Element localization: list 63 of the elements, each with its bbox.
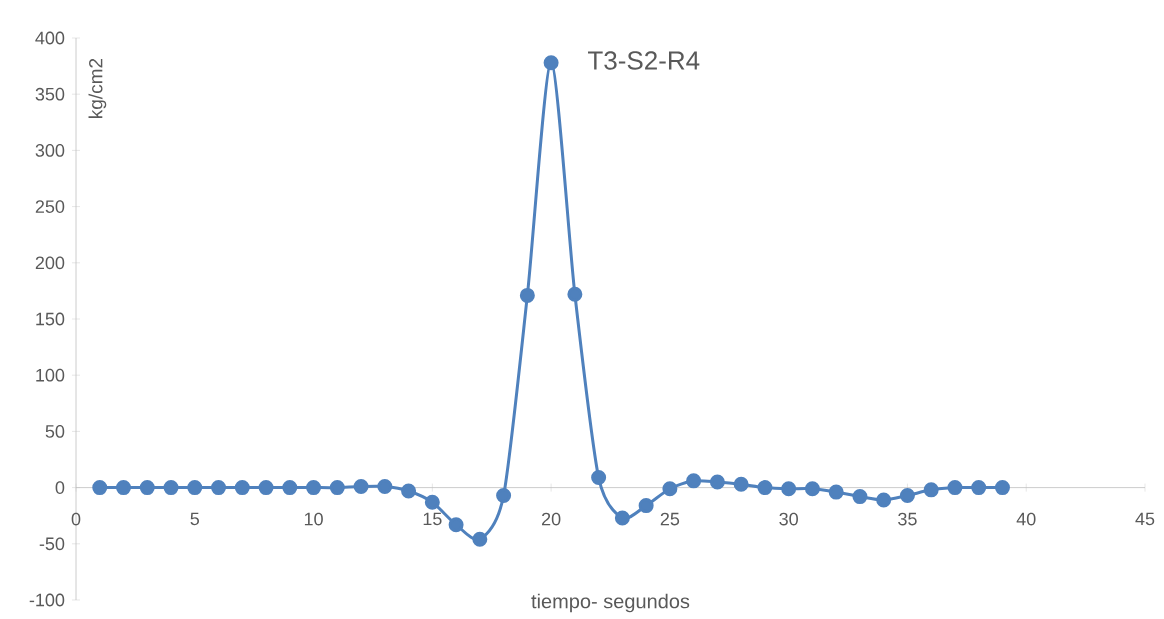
x-tick-label: 30 bbox=[779, 512, 798, 526]
x-tick-label: 5 bbox=[190, 512, 200, 526]
point bbox=[116, 480, 132, 496]
point bbox=[709, 474, 725, 490]
y-tick-label: 150 bbox=[36, 312, 65, 326]
point bbox=[994, 480, 1010, 496]
point bbox=[591, 469, 607, 485]
point bbox=[947, 480, 963, 496]
point bbox=[92, 480, 108, 496]
y-tick-label: -50 bbox=[39, 537, 65, 551]
point bbox=[424, 494, 440, 510]
point bbox=[899, 487, 915, 503]
point bbox=[614, 510, 630, 526]
y-tick-label: 300 bbox=[35, 144, 65, 157]
point bbox=[781, 481, 797, 497]
point bbox=[163, 480, 179, 496]
point bbox=[733, 476, 749, 492]
point bbox=[306, 480, 322, 496]
y-tick-label: 250 bbox=[35, 200, 65, 213]
x-axis-title: tiempo- segundos bbox=[531, 593, 690, 613]
point bbox=[377, 478, 393, 494]
point bbox=[757, 480, 773, 496]
point bbox=[804, 481, 820, 497]
x-tick-label: 25 bbox=[660, 512, 680, 526]
x-tick-label: 35 bbox=[898, 512, 917, 526]
point bbox=[496, 487, 512, 503]
y-tick-label: -100 bbox=[29, 593, 65, 607]
x-tick-label: 15 bbox=[423, 512, 442, 526]
point bbox=[971, 480, 987, 496]
point bbox=[187, 480, 203, 496]
x-tick-label: 0 bbox=[71, 512, 81, 526]
point bbox=[519, 287, 535, 303]
point bbox=[828, 484, 844, 500]
point bbox=[353, 478, 369, 494]
x-tick-label: 40 bbox=[1016, 512, 1036, 526]
point bbox=[472, 531, 488, 547]
point bbox=[234, 480, 250, 496]
point bbox=[211, 480, 227, 496]
chart-title: T3-S2-R4 bbox=[588, 51, 700, 70]
point bbox=[329, 480, 345, 496]
y-tick-label: 350 bbox=[35, 87, 65, 101]
point bbox=[258, 480, 274, 496]
y-axis-title: kg/cm2 bbox=[88, 58, 107, 118]
point bbox=[567, 286, 583, 302]
point bbox=[401, 483, 417, 499]
point bbox=[923, 482, 939, 498]
x-tick-label: 20 bbox=[542, 512, 561, 526]
point bbox=[543, 55, 559, 71]
y-tick-label: 200 bbox=[35, 256, 65, 270]
x-tick-label: 10 bbox=[304, 512, 323, 526]
point bbox=[448, 517, 464, 533]
x-tick-label: 45 bbox=[1135, 512, 1155, 526]
point bbox=[282, 480, 298, 496]
y-tick-label: 50 bbox=[45, 425, 65, 438]
point bbox=[638, 498, 654, 514]
point bbox=[686, 473, 702, 489]
y-tick-label: 0 bbox=[55, 481, 65, 494]
point bbox=[139, 480, 155, 496]
y-tick-label: 100 bbox=[36, 368, 65, 382]
point bbox=[662, 481, 678, 497]
y-tick-label: 400 bbox=[35, 31, 65, 45]
point bbox=[852, 489, 868, 505]
point bbox=[876, 492, 892, 508]
